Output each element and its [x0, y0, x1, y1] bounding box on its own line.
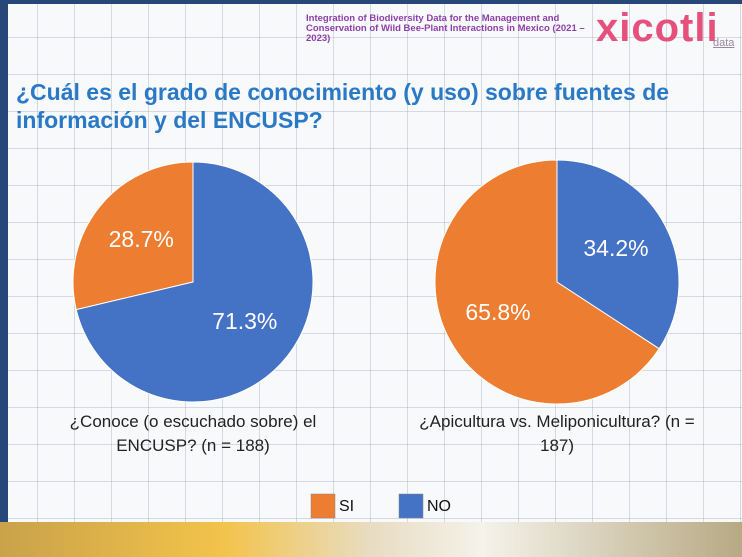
data-label: 65.8% — [465, 299, 530, 325]
legend-swatch — [399, 494, 423, 518]
legend-swatch — [311, 494, 335, 518]
legend-label: SI — [339, 498, 354, 515]
pie-question: ¿Conoce (o escuchado sobre) el ENCUSP? (… — [43, 410, 343, 458]
legend-label: NO — [427, 498, 451, 515]
data-label: 28.7% — [109, 226, 174, 252]
data-label: 34.2% — [583, 235, 648, 261]
pie-question: ¿Apicultura vs. Meliponicultura? (n = 18… — [407, 410, 707, 458]
data-label: 71.3% — [212, 308, 277, 334]
charts: 28.7% 71.3% 65.8% 34.2% SI NO — [0, 0, 742, 557]
slide: Integration of Biodiversity Data for the… — [0, 0, 742, 557]
